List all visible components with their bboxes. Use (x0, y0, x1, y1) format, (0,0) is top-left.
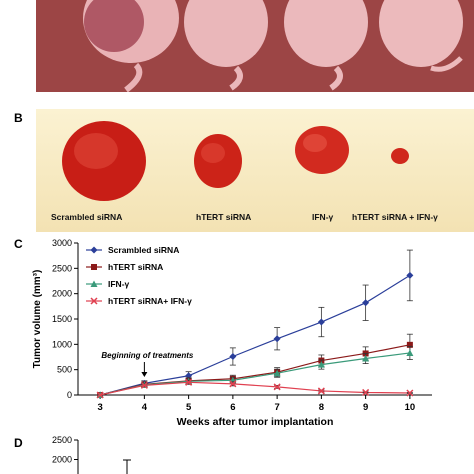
data-point (91, 264, 97, 270)
data-point (273, 335, 281, 343)
legend-label: Scrambled siRNA (108, 245, 179, 255)
data-point (362, 355, 370, 362)
tumor-label-scrambled: Scrambled siRNA (51, 212, 123, 222)
y-tick-label: 2500 (52, 435, 72, 445)
y-tick-label: 2500 (52, 263, 72, 273)
data-point (317, 361, 325, 368)
y-tick-label: 1500 (52, 314, 72, 324)
data-point (185, 378, 193, 386)
panel-d-chart: 2000 2500 (52, 435, 131, 474)
x-tick-label: 4 (142, 402, 148, 413)
x-tick-label: 10 (405, 402, 416, 413)
x-tick-label: 3 (97, 402, 102, 413)
y-tick-label: 500 (57, 365, 72, 375)
x-tick-label: 7 (274, 402, 279, 413)
data-point (406, 349, 414, 356)
x-tick-label: 9 (363, 402, 368, 413)
data-point (362, 299, 370, 307)
mice-photo-drawing (36, 0, 474, 92)
x-axis-label: Weeks after tumor implantation (177, 416, 334, 428)
tumor-label-combo: hTERT siRNA + IFN-γ (352, 212, 438, 222)
data-point (406, 341, 413, 348)
annotation-text: Beginning of treatments (101, 351, 194, 360)
data-point (90, 246, 98, 254)
annotation-arrowhead (141, 372, 148, 377)
tumor-photo-drawing (62, 121, 409, 201)
data-point (229, 352, 237, 360)
panel-label-c: C (14, 237, 23, 251)
data-point (229, 380, 237, 388)
x-tick-label: 6 (230, 402, 235, 413)
tumor-volume-chart: 0 500 1000 1500 2000 2500 3000 3 4 5 6 7 8 9 10 Weeks a… (32, 238, 432, 428)
data-point (406, 389, 414, 397)
legend-label: hTERT siRNA+ IFN-γ (108, 296, 192, 306)
legend-label: hTERT siRNA (108, 262, 163, 272)
y-axis-label: Tumor volume (mm³) (32, 270, 43, 369)
y-tick-label: 0 (67, 390, 72, 400)
data-point (90, 280, 98, 287)
x-tick-label: 8 (319, 402, 324, 413)
x-tick-label: 5 (186, 402, 192, 413)
tumor-photo (36, 109, 474, 232)
data-point (317, 318, 325, 326)
mice-photo (36, 0, 474, 92)
tumor-label-htert: hTERT siRNA (196, 212, 252, 222)
data-point (140, 381, 148, 389)
y-tick-label: 2000 (52, 455, 72, 465)
panel-label-b: B (14, 111, 23, 125)
data-point (362, 388, 370, 396)
data-point (317, 387, 325, 395)
legend-label: IFN-γ (108, 279, 130, 289)
series-line (99, 381, 410, 396)
y-tick-label: 2000 (52, 289, 72, 299)
series-line (99, 274, 411, 396)
data-point (90, 297, 98, 305)
y-tick-label: 3000 (52, 238, 72, 248)
data-point (406, 271, 414, 279)
data-point (273, 383, 281, 391)
y-tick-label: 1000 (52, 339, 72, 349)
tumor-label-ifn: IFN-γ (312, 212, 334, 222)
data-point (273, 369, 281, 377)
data-point (96, 391, 104, 399)
panel-label-d: D (14, 436, 23, 450)
